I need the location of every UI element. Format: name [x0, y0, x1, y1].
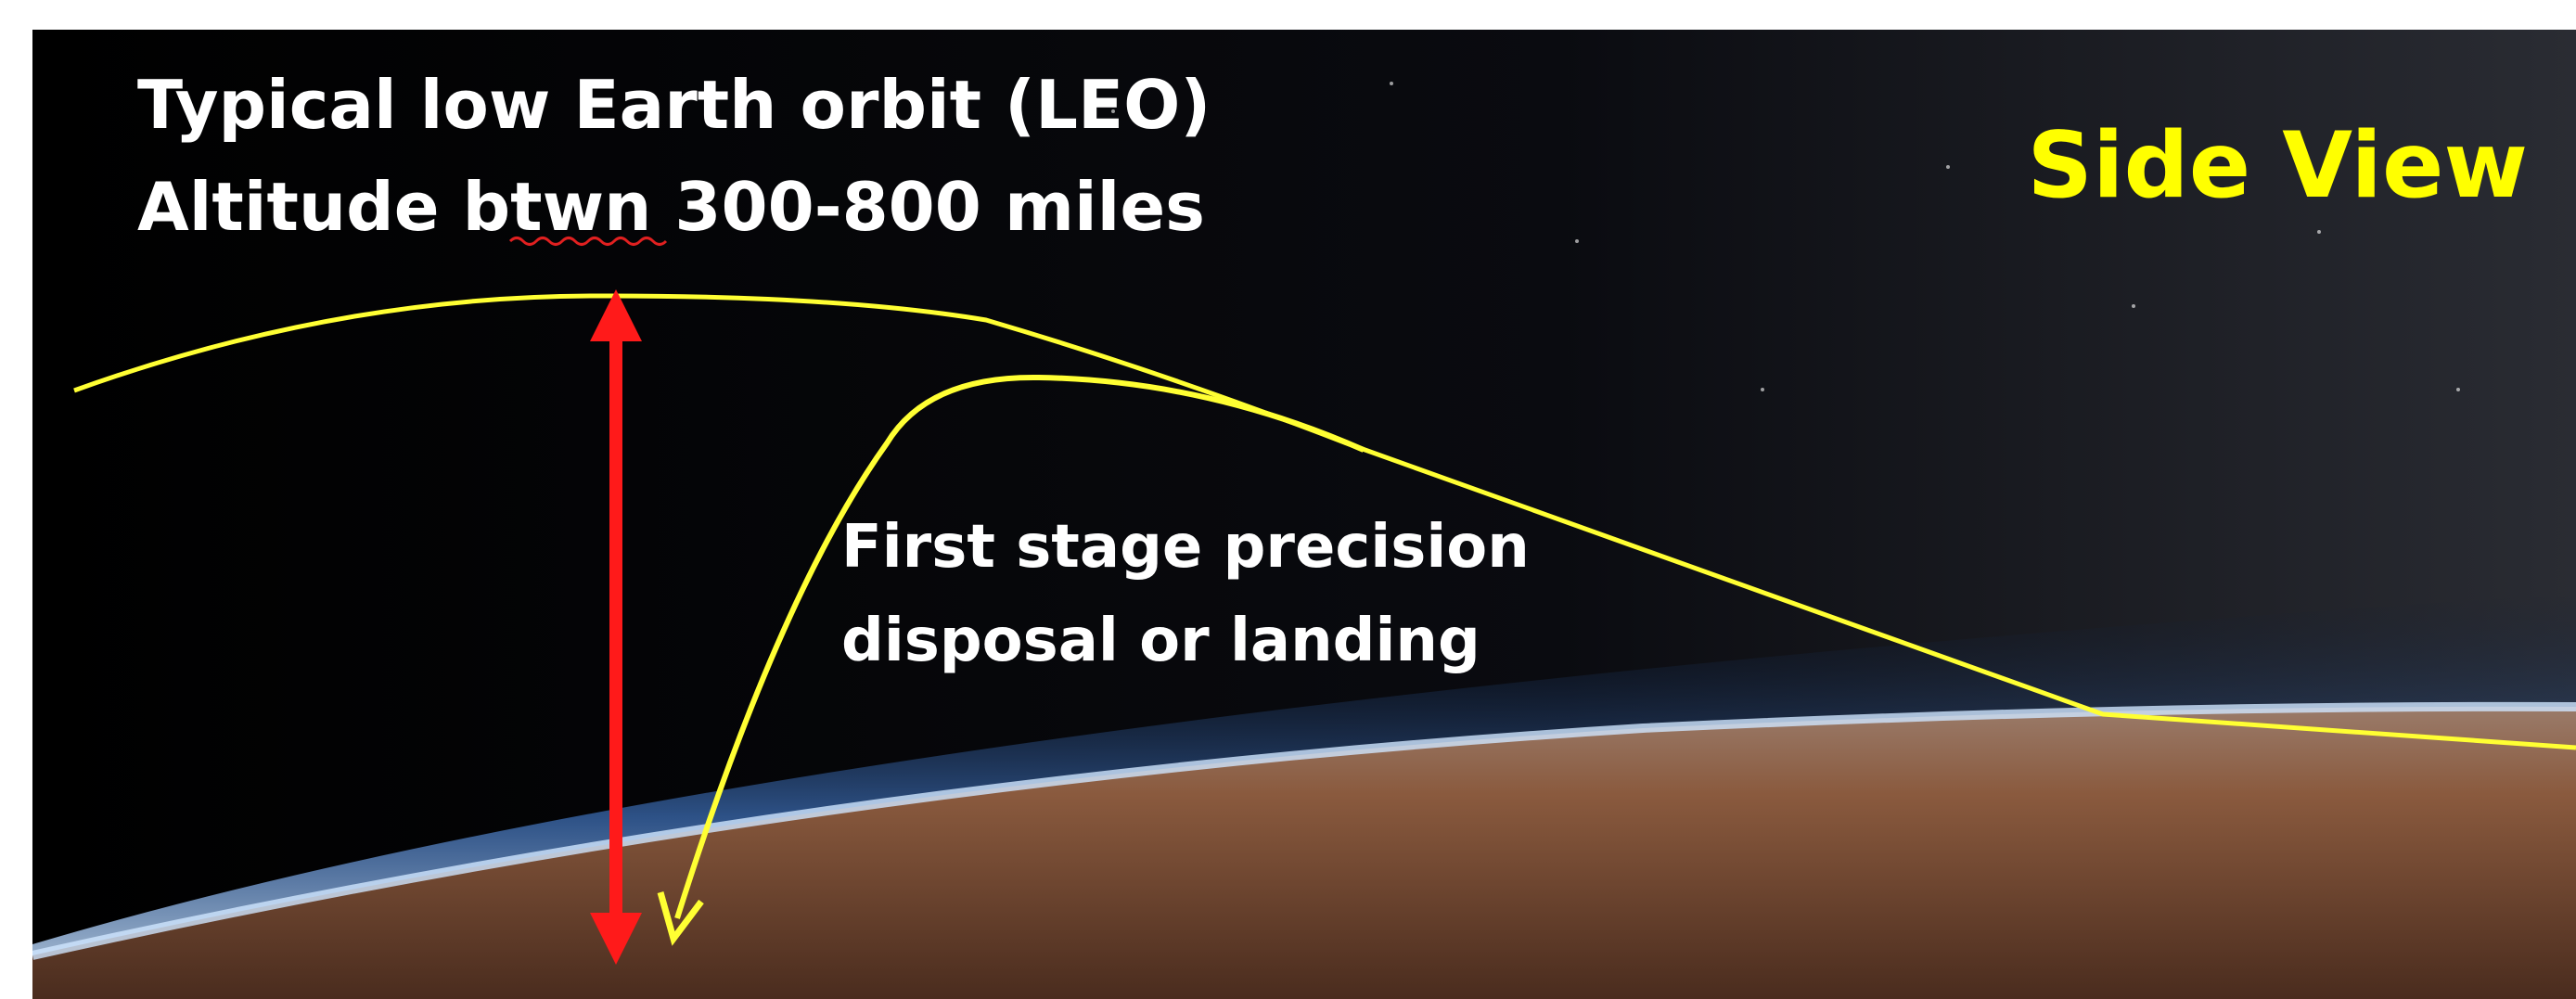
- heading-line: Altitude btwn 300-800 miles: [137, 168, 1205, 246]
- altitude-arrow: [590, 289, 642, 965]
- annotation-line: disposal or landing: [841, 607, 1480, 675]
- spellcheck-underline: [508, 237, 668, 246]
- view-label: Side View: [2027, 113, 2528, 219]
- heading-line: Typical low Earth orbit (LEO): [137, 66, 1211, 144]
- orbit-path: [73, 293, 2576, 750]
- first-stage-path: [674, 374, 1365, 919]
- first-stage-arrowhead: [657, 891, 704, 946]
- annotation-line: First stage precision: [841, 513, 1530, 582]
